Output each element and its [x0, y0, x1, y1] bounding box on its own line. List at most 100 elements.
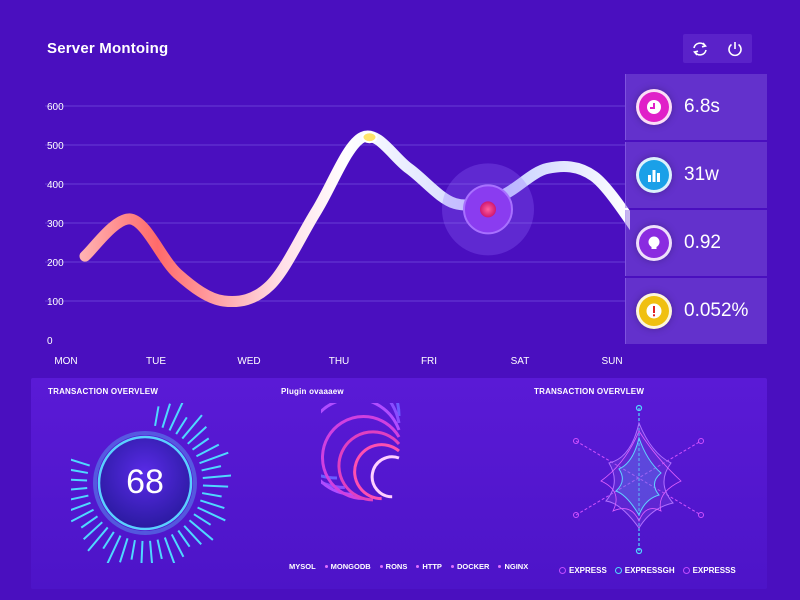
legend-item: MYSOL — [289, 562, 316, 571]
gauge-tick — [175, 416, 188, 435]
gauge-tick — [102, 531, 115, 550]
y-tick-label: 300 — [47, 219, 64, 230]
y-tick-label: 500 — [47, 141, 64, 152]
gauge-tick — [140, 540, 144, 563]
gauge-tick — [168, 403, 184, 431]
gauge-tick — [199, 451, 229, 465]
stat-card-ratio[interactable]: 0.92 — [625, 210, 767, 276]
gauge-tick — [163, 537, 176, 563]
gauge-tick — [80, 515, 99, 529]
stat-card-error-rate[interactable]: 0.052% — [625, 278, 767, 344]
gauge-tick — [200, 499, 225, 509]
legend-item: MONGODB — [324, 562, 371, 571]
gauge-tick — [71, 458, 90, 467]
x-tick-label: MON — [54, 356, 77, 367]
stat-card-throughput[interactable]: 31w — [625, 142, 767, 208]
gauge-tick — [71, 468, 89, 474]
page-title: Server Montoing — [47, 40, 169, 57]
overview-panel: TRANSACTION OVERVLEW 68 Plugin ovaaaew M… — [31, 378, 767, 589]
radial-bar — [337, 430, 401, 502]
gauge-tick — [71, 487, 88, 491]
gauge-tick — [201, 492, 222, 498]
legend-item: HTTP — [416, 562, 442, 571]
line-chart: 0 100 200 300 400 500 600 MON TUE WED THU FRI SAT SU… — [45, 102, 630, 367]
radial-bar — [321, 403, 401, 480]
gauge-tick — [119, 538, 129, 563]
radar-legend: EXPRESS EXPRESSGH EXPRESSS — [559, 566, 736, 575]
stat-card-response-time[interactable]: 6.8s — [625, 74, 767, 140]
series-line — [79, 130, 630, 308]
gauge-tick — [202, 474, 231, 479]
gauge-tick — [106, 535, 122, 563]
gauge-value: 68 — [126, 463, 164, 501]
stat-value: 6.8s — [684, 96, 720, 117]
gauge-tick — [187, 426, 208, 445]
y-tick-label: 600 — [47, 102, 64, 113]
gauge-tick — [183, 525, 202, 546]
toolbar — [683, 34, 752, 63]
gauge-tick — [197, 506, 226, 522]
x-axis: MON TUE WED THU FRI SAT SUN — [54, 356, 622, 367]
radial-bar — [353, 443, 400, 501]
gauge-tick — [87, 526, 109, 552]
legend-item: EXPRESSGH — [614, 566, 675, 575]
legend-item: NGINX — [498, 562, 528, 571]
grid-lines — [45, 105, 625, 302]
radial-bar — [321, 415, 401, 500]
stat-value: 0.92 — [684, 232, 721, 253]
x-tick-label: WED — [237, 356, 260, 367]
plugin-label: Plugin ovaaaew — [281, 387, 344, 396]
gauge-tick — [71, 494, 89, 501]
x-tick-label: SAT — [511, 356, 530, 367]
transaction-label: TRANSACTION OVERVLEW — [48, 387, 159, 396]
gauge-tick — [71, 501, 91, 511]
radial-bar-chart — [321, 403, 401, 502]
gauge-tick — [170, 533, 185, 558]
y-tick-label: 200 — [47, 258, 64, 269]
gauge-tick — [181, 414, 203, 440]
x-tick-label: SUN — [601, 356, 622, 367]
data-point-marker — [361, 131, 378, 144]
legend-item: EXPRESS — [559, 566, 607, 575]
legend-item: DOCKER — [450, 562, 489, 571]
y-tick-label: 0 — [47, 336, 53, 347]
stats-panel: 6.8s 31w 0.92 0.052% — [625, 74, 767, 346]
clock-icon — [636, 89, 672, 125]
y-axis: 0 100 200 300 400 500 600 — [47, 102, 64, 347]
x-tick-label: TUE — [146, 356, 166, 367]
y-tick-label: 400 — [47, 180, 64, 191]
lightbulb-icon — [636, 225, 672, 261]
gauge-tick — [188, 519, 214, 541]
gauge-tick — [82, 521, 103, 540]
refresh-icon[interactable] — [689, 38, 711, 60]
gauge-tick — [161, 403, 171, 428]
data-point-dot — [480, 201, 496, 218]
highlight-points — [361, 131, 534, 256]
power-icon[interactable] — [724, 38, 746, 60]
gauge-tick — [154, 406, 160, 427]
radial-bar — [321, 403, 401, 496]
bar-chart-icon — [636, 157, 672, 193]
gauge-tick — [202, 484, 229, 488]
x-tick-label: FRI — [421, 356, 437, 367]
stat-value: 0.052% — [684, 300, 749, 321]
radar-label: TRANSACTION OVERVLEW — [534, 387, 645, 396]
radial-bar — [370, 455, 400, 499]
gauge-tick — [71, 508, 95, 523]
gauge-tick — [130, 539, 136, 560]
gauge-tick — [156, 539, 163, 560]
gauge-tick — [201, 465, 222, 472]
radar-chart — [573, 404, 704, 555]
y-tick-label: 100 — [47, 297, 64, 308]
gauge-tick — [195, 443, 220, 458]
legend-item: RONS — [379, 562, 407, 571]
x-tick-label: THU — [329, 356, 350, 367]
alert-icon — [636, 293, 672, 329]
gauge-tick — [177, 529, 191, 548]
plugin-legend: MYSOL MONGODB RONS HTTP DOCKER NGINX — [289, 562, 528, 571]
gauge-tick — [71, 478, 88, 482]
stat-value: 31w — [684, 164, 719, 185]
gauge-tick — [193, 513, 212, 526]
gauge-tick — [149, 540, 154, 563]
gauge-tick — [191, 437, 210, 451]
